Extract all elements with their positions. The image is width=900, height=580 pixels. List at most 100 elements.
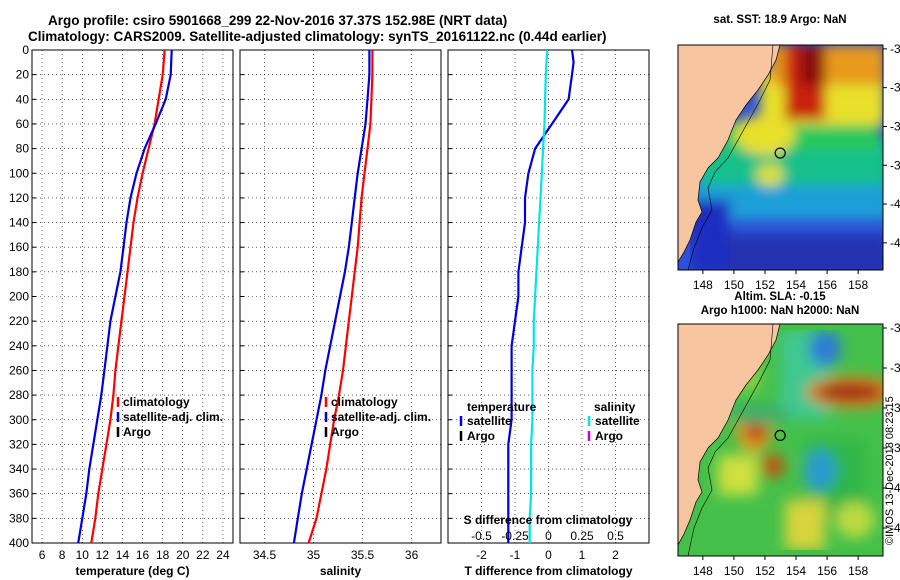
legend-label: satellite <box>467 414 512 428</box>
x-tick-label: -1 <box>510 548 521 562</box>
x-tick-label: 35.5 <box>351 548 375 562</box>
map-x-tick-label: 150 <box>724 278 744 292</box>
x-tick-label: 10 <box>76 548 90 562</box>
map-y-tick-label: -42 <box>890 236 900 250</box>
sla-map <box>678 324 883 556</box>
series-line-salinity-satellite <box>528 49 549 543</box>
y-tick-label: 140 <box>9 216 29 230</box>
top-axis-label: S difference from climatology <box>464 513 633 527</box>
watermark: ©IMOS 13-Dec-2018 08:23:15 <box>884 396 896 545</box>
map-y-tick-label: -34 <box>890 81 900 95</box>
y-tick-label: 240 <box>9 339 29 353</box>
map-x-tick-label: 156 <box>817 278 837 292</box>
x-tick-label: 8 <box>59 548 66 562</box>
map-y-tick-label: -38 <box>890 441 900 455</box>
title-line-2: Climatology: CARS2009. Satellite-adjuste… <box>28 29 607 44</box>
map-x-tick-label: 148 <box>693 278 713 292</box>
y-tick-label: 260 <box>9 363 29 377</box>
sst-map <box>678 45 883 270</box>
x-tick-label: 16 <box>136 548 150 562</box>
x-axis-label: temperature (deg C) <box>75 564 189 578</box>
x-tick-label: 14 <box>116 548 130 562</box>
legend-label: climatology <box>123 395 190 409</box>
x-tick-label: 36 <box>405 548 419 562</box>
map-y-tick-label: -36 <box>890 401 900 415</box>
y-tick-label: 160 <box>9 240 29 254</box>
y-tick-label: 100 <box>9 166 29 180</box>
y-tick-label: 120 <box>9 191 29 205</box>
map-y-tick-label: -42 <box>890 521 900 535</box>
legend-label: climatology <box>331 395 398 409</box>
map-x-tick-label: 158 <box>848 278 868 292</box>
top-axis-tick-label: -0.25 <box>501 529 529 543</box>
map-x-tick-label: 154 <box>786 564 806 578</box>
y-tick-label: 400 <box>9 536 29 550</box>
sst-map-title: sat. SST: 18.9 Argo: NaN <box>713 14 847 26</box>
x-tick-label: 0 <box>545 548 552 562</box>
y-tick-label: 20 <box>16 68 30 82</box>
map-y-tick-label: -32 <box>890 42 900 56</box>
map-x-tick-label: 148 <box>693 564 713 578</box>
y-tick-label: 180 <box>9 265 29 279</box>
y-tick-label: 380 <box>9 511 29 525</box>
x-tick-label: 2 <box>612 548 619 562</box>
legend-label: Argo <box>467 429 495 443</box>
series-line-satellite-adj-clim- <box>292 50 371 544</box>
map-x-tick-label: 156 <box>817 564 837 578</box>
map-x-tick-label: 158 <box>848 564 868 578</box>
x-tick-label: -2 <box>476 548 487 562</box>
y-tick-label: 80 <box>16 142 30 156</box>
legend-label: satellite-adj. clim. <box>331 410 431 424</box>
legend-title-temperature: temperature <box>467 400 537 414</box>
y-tick-label: 280 <box>9 388 29 402</box>
x-tick-label: 18 <box>156 548 170 562</box>
x-tick-label: 6 <box>39 548 46 562</box>
y-tick-label: 200 <box>9 290 29 304</box>
map-y-tick-label: -38 <box>890 158 900 172</box>
y-tick-label: 60 <box>16 117 30 131</box>
sla-map-title-1: Altim. SLA: -0.15 <box>734 291 826 303</box>
sla-map-title-2: Argo h1000: NaN h2000: NaN <box>700 305 860 317</box>
y-tick-label: 320 <box>9 437 29 451</box>
x-tick-label: 22 <box>196 548 210 562</box>
y-tick-label: 220 <box>9 314 29 328</box>
map-y-tick-label: -32 <box>890 321 900 335</box>
legend-label: satellite <box>595 414 640 428</box>
map-x-tick-label: 150 <box>724 564 744 578</box>
y-tick-label: 300 <box>9 413 29 427</box>
map-x-tick-label: 154 <box>786 278 806 292</box>
y-tick-label: 0 <box>22 43 29 57</box>
x-tick-label: 24 <box>216 548 230 562</box>
x-tick-label: 35 <box>307 548 321 562</box>
legend-label: Argo <box>123 425 151 439</box>
top-axis-tick-label: 0 <box>545 529 552 543</box>
legend-label: satellite-adj. clim. <box>123 410 223 424</box>
x-tick-label: 12 <box>96 548 110 562</box>
x-tick-label: 20 <box>176 548 190 562</box>
map-y-tick-label: -36 <box>890 119 900 133</box>
map-y-tick-label: -34 <box>890 361 900 375</box>
top-axis-tick-label: -0.5 <box>471 529 492 543</box>
top-axis-tick-label: 0.25 <box>570 529 594 543</box>
legend-label: Argo <box>331 425 359 439</box>
map-x-tick-label: 152 <box>755 278 775 292</box>
series-line-climatology <box>307 50 374 544</box>
x-axis-label: T difference from climatology <box>464 564 632 578</box>
top-axis-tick-label: 0.5 <box>607 529 624 543</box>
map-y-tick-label: -40 <box>890 481 900 495</box>
argo-position-marker <box>774 429 786 441</box>
x-tick-label: 1 <box>579 548 586 562</box>
x-tick-label: 34.5 <box>253 548 277 562</box>
title-line-1: Argo profile: csiro 5901668_299 22-Nov-2… <box>48 13 508 28</box>
legend-label: Argo <box>595 429 623 443</box>
y-tick-label: 360 <box>9 487 29 501</box>
legend-title-salinity: salinity <box>594 400 636 414</box>
argo-position-marker <box>774 147 786 159</box>
y-tick-label: 40 <box>16 92 30 106</box>
map-x-tick-label: 152 <box>755 564 775 578</box>
map-y-tick-label: -40 <box>890 197 900 211</box>
sla-map-frame <box>677 323 884 557</box>
y-tick-label: 340 <box>9 462 29 476</box>
sst-map-frame <box>677 44 884 271</box>
